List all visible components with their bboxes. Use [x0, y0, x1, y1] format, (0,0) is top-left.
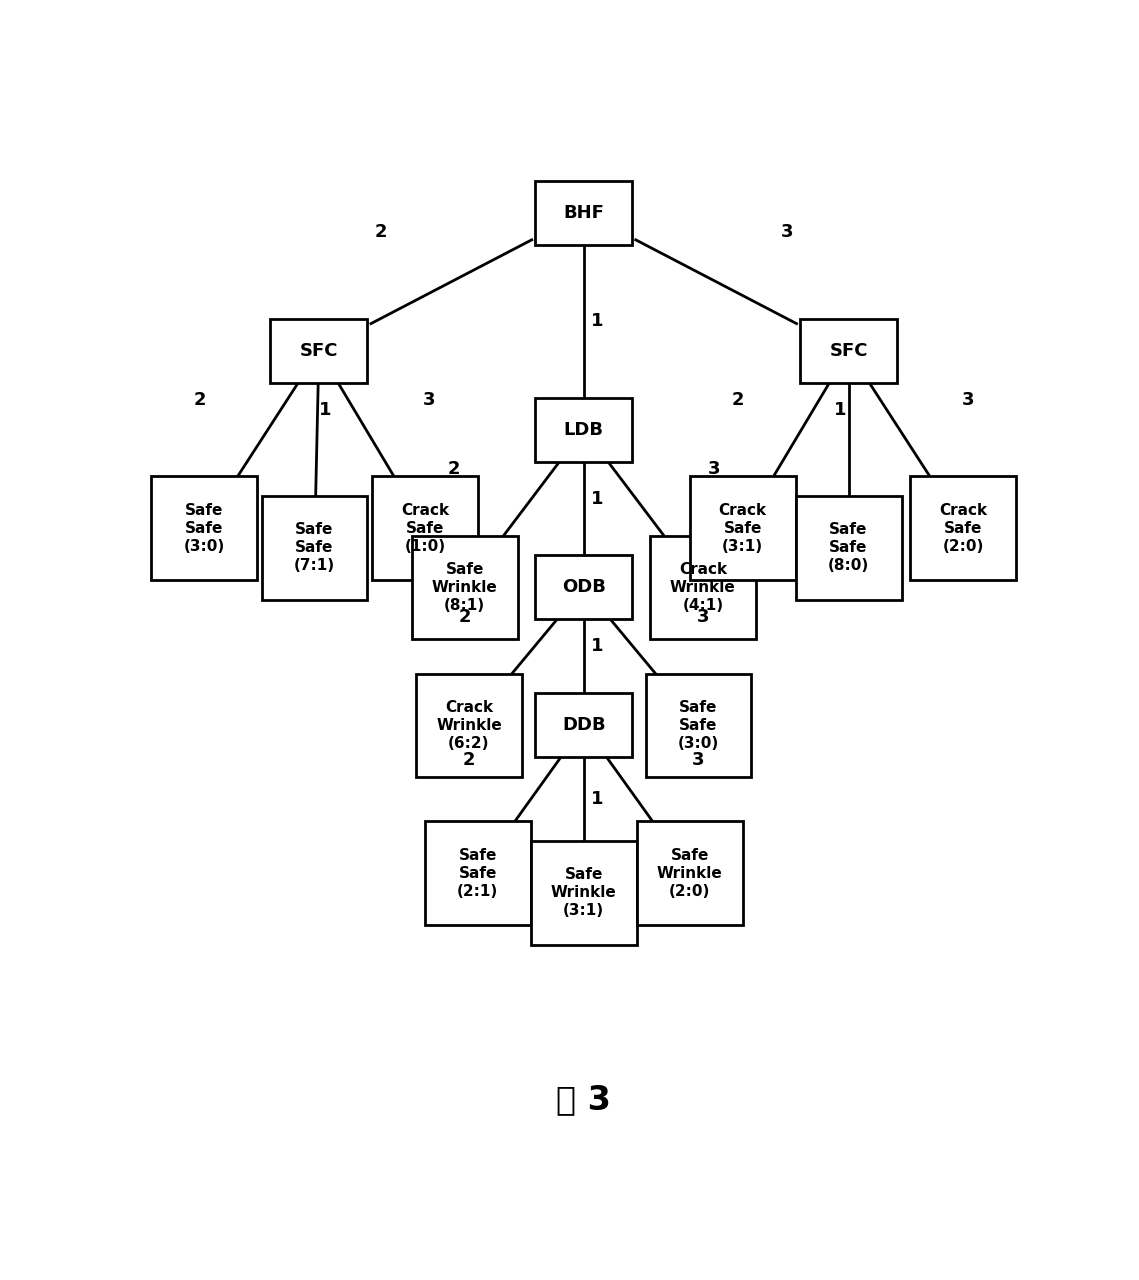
Text: 3: 3	[693, 751, 705, 769]
Text: Safe
Safe
(7:1): Safe Safe (7:1)	[294, 522, 335, 573]
Text: LDB: LDB	[564, 421, 604, 439]
FancyBboxPatch shape	[910, 476, 1016, 580]
FancyBboxPatch shape	[646, 673, 752, 777]
Text: 1: 1	[591, 637, 604, 655]
Text: 3: 3	[780, 224, 793, 242]
Text: SFC: SFC	[300, 342, 338, 360]
FancyBboxPatch shape	[411, 535, 517, 639]
Text: 2: 2	[194, 390, 206, 410]
FancyBboxPatch shape	[531, 841, 637, 945]
FancyBboxPatch shape	[151, 476, 257, 580]
Text: Crack
Safe
(1:0): Crack Safe (1:0)	[401, 503, 449, 554]
Text: 1: 1	[319, 401, 331, 419]
Text: Crack
Wrinkle
(4:1): Crack Wrinkle (4:1)	[670, 562, 736, 613]
Text: Safe
Safe
(3:0): Safe Safe (3:0)	[183, 503, 224, 554]
FancyBboxPatch shape	[371, 476, 478, 580]
Text: ODB: ODB	[562, 579, 606, 596]
Text: 1: 1	[591, 489, 604, 508]
Text: 3: 3	[423, 390, 435, 410]
FancyBboxPatch shape	[690, 476, 796, 580]
Text: Safe
Safe
(3:0): Safe Safe (3:0)	[678, 700, 719, 751]
FancyBboxPatch shape	[262, 497, 368, 599]
Text: BHF: BHF	[564, 204, 604, 221]
Text: 1: 1	[591, 790, 604, 808]
Text: 2: 2	[732, 390, 745, 410]
Text: DDB: DDB	[562, 717, 606, 735]
FancyBboxPatch shape	[535, 694, 632, 758]
Text: Crack
Safe
(3:1): Crack Safe (3:1)	[719, 503, 767, 554]
Text: 2: 2	[375, 224, 387, 242]
FancyBboxPatch shape	[425, 822, 531, 925]
FancyBboxPatch shape	[800, 319, 898, 383]
FancyBboxPatch shape	[270, 319, 368, 383]
Text: Safe
Safe
(2:1): Safe Safe (2:1)	[457, 847, 499, 899]
Text: 2: 2	[462, 751, 475, 769]
Text: 1: 1	[834, 401, 846, 419]
FancyBboxPatch shape	[535, 556, 632, 620]
Text: 3: 3	[961, 390, 974, 410]
Text: Safe
Wrinkle
(2:0): Safe Wrinkle (2:0)	[657, 847, 722, 899]
FancyBboxPatch shape	[416, 673, 522, 777]
Text: SFC: SFC	[829, 342, 868, 360]
Text: 图 3: 图 3	[556, 1083, 612, 1116]
FancyBboxPatch shape	[796, 497, 902, 599]
Text: Crack
Safe
(2:0): Crack Safe (2:0)	[940, 503, 988, 554]
Text: 3: 3	[707, 460, 720, 477]
Text: 2: 2	[458, 608, 470, 626]
FancyBboxPatch shape	[535, 180, 632, 244]
FancyBboxPatch shape	[650, 535, 756, 639]
Text: Safe
Safe
(8:0): Safe Safe (8:0)	[828, 522, 869, 573]
Text: Safe
Wrinkle
(8:1): Safe Wrinkle (8:1)	[432, 562, 498, 613]
Text: Crack
Wrinkle
(6:2): Crack Wrinkle (6:2)	[436, 700, 502, 751]
Text: 3: 3	[697, 608, 710, 626]
Text: 1: 1	[591, 312, 604, 330]
Text: Safe
Wrinkle
(3:1): Safe Wrinkle (3:1)	[551, 868, 616, 918]
FancyBboxPatch shape	[535, 398, 632, 462]
Text: 2: 2	[448, 460, 460, 477]
FancyBboxPatch shape	[637, 822, 743, 925]
